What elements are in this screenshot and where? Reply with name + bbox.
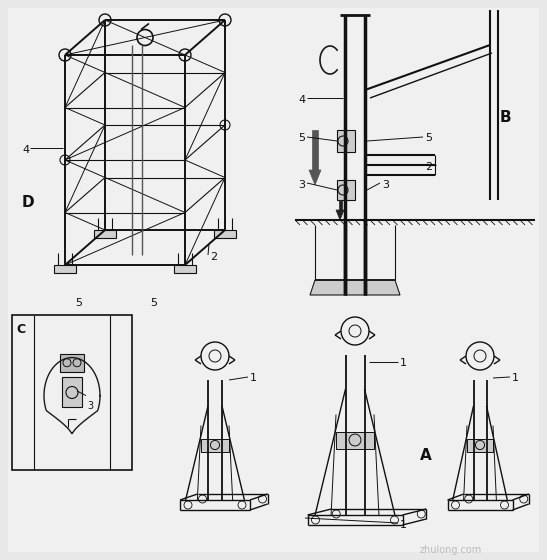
Bar	[201, 438, 229, 451]
Bar	[467, 438, 493, 451]
Text: zhulong.com: zhulong.com	[420, 545, 482, 555]
Text: 5: 5	[298, 133, 305, 143]
Text: 4: 4	[298, 95, 305, 105]
Bar	[60, 354, 84, 372]
Bar	[54, 265, 76, 273]
Text: 2: 2	[210, 252, 217, 262]
Polygon shape	[310, 280, 400, 295]
Polygon shape	[339, 200, 341, 210]
Bar	[336, 432, 374, 449]
Text: 5: 5	[75, 298, 82, 308]
Bar	[174, 265, 196, 273]
Bar	[214, 230, 236, 238]
Bar	[12, 315, 132, 470]
Bar	[62, 377, 82, 407]
Text: C: C	[16, 323, 25, 336]
Text: 1: 1	[250, 373, 257, 383]
Text: 3: 3	[298, 180, 305, 190]
Text: 1: 1	[512, 373, 519, 383]
Bar	[337, 130, 355, 152]
Bar	[94, 230, 116, 238]
Text: A: A	[420, 448, 432, 463]
Text: 2: 2	[425, 162, 432, 172]
Text: 3: 3	[382, 180, 389, 190]
Polygon shape	[309, 170, 321, 185]
Text: D: D	[22, 195, 34, 210]
Bar	[337, 180, 355, 200]
Text: 1: 1	[400, 358, 407, 368]
Text: B: B	[500, 110, 511, 125]
Text: 4: 4	[22, 145, 29, 155]
Text: 3: 3	[87, 400, 93, 410]
Polygon shape	[312, 130, 318, 170]
Text: 5: 5	[150, 298, 157, 308]
Text: 1: 1	[400, 520, 407, 530]
Text: 5: 5	[425, 133, 432, 143]
Polygon shape	[336, 210, 344, 220]
